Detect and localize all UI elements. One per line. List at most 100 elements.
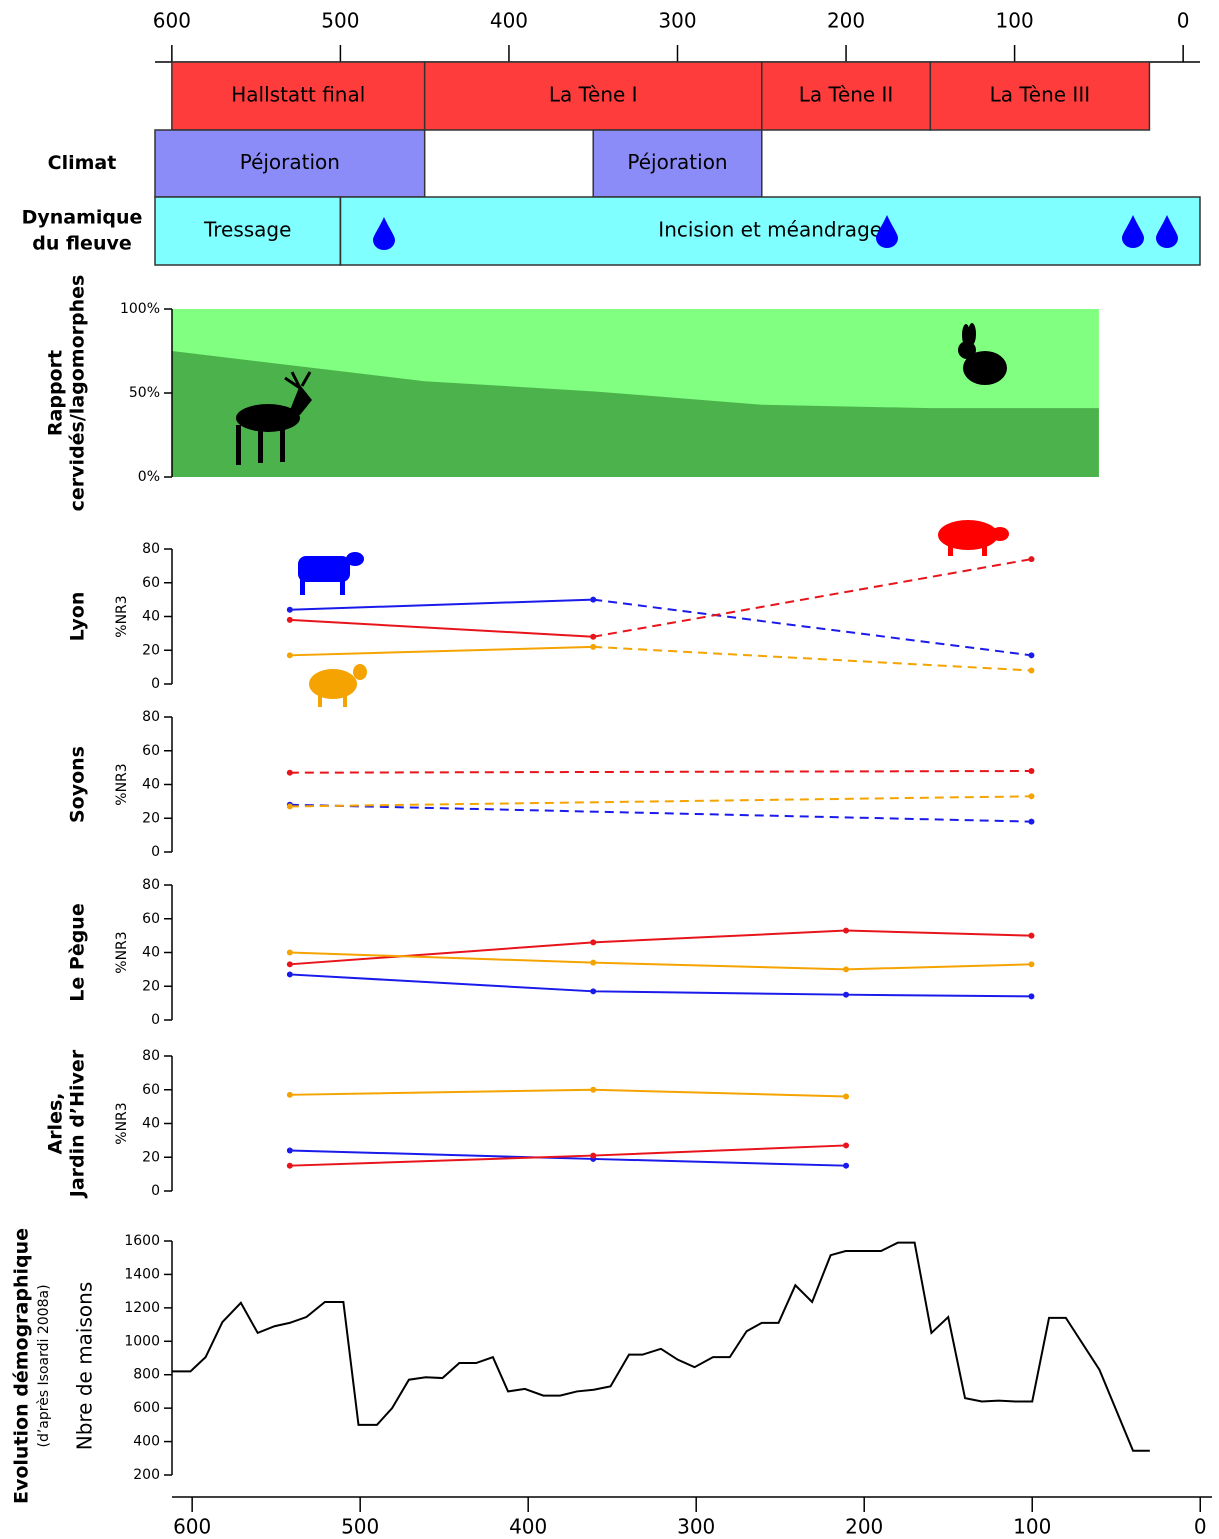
dashed-line	[289, 803, 1032, 823]
drop	[1122, 215, 1144, 248]
point	[1028, 993, 1035, 1000]
row-label: Climat	[48, 152, 117, 174]
row-label: du fleuve	[32, 233, 132, 255]
y-tick-label: 0	[151, 676, 160, 692]
sheep-icon-part	[353, 664, 367, 680]
point	[286, 1091, 293, 1098]
y-tick-label: 800	[133, 1367, 160, 1383]
y-tick-label: 0	[151, 844, 160, 860]
band-label: La Tène III	[990, 83, 1091, 107]
band-label: Incision et méandrage	[658, 218, 882, 242]
y-tick-label: 1000	[124, 1333, 160, 1349]
point	[286, 616, 293, 623]
point	[1028, 768, 1035, 774]
y-tick-label: 80	[142, 709, 160, 725]
point	[286, 769, 293, 776]
y-axis-label: %NR3	[114, 595, 130, 637]
y-tick-label: 40	[142, 777, 160, 793]
deer-icon-part	[280, 422, 285, 462]
pig-icon-part	[948, 544, 953, 556]
y-tick-label: 60	[142, 1082, 160, 1098]
y-tick-label: 20	[142, 810, 160, 826]
dashed-line	[593, 645, 1032, 672]
y-tick-label: 60	[142, 575, 160, 591]
y-tick-label: 600	[133, 1400, 160, 1416]
deer-icon	[236, 371, 312, 465]
drop	[876, 215, 898, 248]
point	[590, 959, 597, 966]
point	[1028, 793, 1035, 800]
x-tick-label: 400	[509, 1515, 547, 1539]
point	[843, 1162, 850, 1169]
point	[590, 988, 597, 995]
dashed-line	[289, 795, 1032, 808]
sheep-icon	[309, 664, 367, 707]
x-tick-label: 200	[845, 1515, 883, 1539]
y-tick-label: 40	[142, 609, 160, 625]
deer-icon-part	[290, 385, 312, 415]
point	[286, 1147, 293, 1154]
period-band	[154, 129, 426, 198]
icons	[236, 215, 1178, 707]
y-tick-label: 1600	[124, 1233, 160, 1249]
line	[289, 929, 1032, 966]
point	[1028, 932, 1035, 939]
y-tick-label: 20	[142, 1149, 160, 1165]
band-label: La Tène I	[549, 83, 638, 107]
point	[286, 971, 293, 978]
point	[590, 1086, 597, 1093]
row-label: Dynamique	[22, 207, 143, 229]
point	[286, 949, 293, 956]
panel-title: Jardin d’Hiver	[67, 1049, 89, 1199]
y-tick-label: 0%	[138, 469, 160, 485]
point	[286, 1162, 293, 1169]
point	[1028, 556, 1035, 563]
y-tick-label: 100%	[120, 301, 160, 317]
point	[286, 803, 293, 810]
y-tick-label: 1400	[124, 1266, 160, 1282]
x-tick-label: 200	[827, 9, 865, 33]
y-tick-label: 400	[133, 1434, 160, 1450]
band-label: Tressage	[203, 218, 291, 242]
drop	[1156, 215, 1178, 248]
y-tick-label: 40	[142, 945, 160, 961]
period-band	[592, 129, 763, 198]
x-tick-label: 600	[153, 9, 191, 33]
point	[843, 966, 850, 973]
period-band	[154, 196, 342, 266]
cow-icon-part	[300, 578, 305, 595]
period-band	[171, 61, 426, 131]
cow-icon	[298, 552, 364, 595]
area	[171, 351, 1099, 477]
dashed-line	[289, 770, 1032, 774]
x-tick-label: 300	[658, 9, 696, 33]
line	[172, 1241, 1150, 1452]
point	[843, 1093, 850, 1100]
point	[590, 1152, 597, 1159]
band-label: Hallstatt final	[231, 83, 365, 107]
y-tick-label: 20	[142, 978, 160, 994]
pig-icon-part	[991, 527, 1009, 541]
y-tick-label: 0	[151, 1012, 160, 1028]
sheep-icon-part	[318, 694, 322, 707]
point	[1028, 818, 1035, 825]
y-axis-label: Nbre de maisons	[73, 1282, 97, 1451]
point	[286, 961, 293, 968]
x-tick-label: 600	[173, 1515, 211, 1539]
point	[590, 939, 597, 946]
period-band	[929, 61, 1151, 131]
y-tick-label: 80	[142, 1048, 160, 1064]
line	[289, 618, 594, 638]
point	[843, 1142, 850, 1149]
panel-title: Rapport	[45, 350, 67, 436]
x-tick-label: 500	[321, 9, 359, 33]
line	[289, 1088, 847, 1098]
y-tick-label: 80	[142, 541, 160, 557]
point	[843, 927, 850, 934]
band-label: Péjoration	[627, 150, 727, 174]
panel-subtitle: (d’après Isoardi 2008a)	[36, 1284, 52, 1447]
point	[1028, 667, 1035, 674]
x-tick-label: 100	[996, 9, 1034, 33]
line	[289, 951, 1032, 971]
rabbit-icon-part	[963, 351, 1007, 385]
